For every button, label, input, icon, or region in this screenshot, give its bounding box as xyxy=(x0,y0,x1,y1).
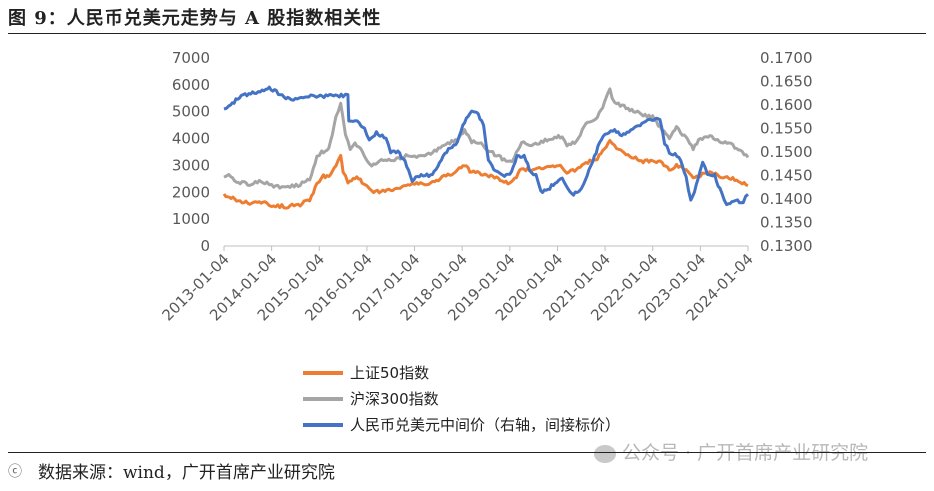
watermark: 公众号 · 广开首席产业研究院 xyxy=(594,438,868,465)
y-left-tick-label: 2000 xyxy=(172,183,210,201)
y-right-tick-label: 0.1400 xyxy=(760,190,813,208)
y-left-tick-label: 1000 xyxy=(172,210,210,228)
y-left-tick-label: 5000 xyxy=(172,103,210,121)
y-left-tick-label: 7000 xyxy=(172,49,210,67)
y-left-tick-label: 4000 xyxy=(172,130,210,148)
series-layer xyxy=(222,85,750,210)
y-right-tick-label: 0.1550 xyxy=(760,120,813,138)
y-right-tick-label: 0.1600 xyxy=(760,96,813,114)
y-right-tick-label: 0.1350 xyxy=(760,214,813,232)
y-right-tick-label: 0.1500 xyxy=(760,143,813,161)
y-right-tick-label: 0.1700 xyxy=(760,49,813,67)
wechat-icon xyxy=(594,444,616,463)
y-left-tick-label: 6000 xyxy=(172,76,210,94)
legend-label: 沪深300指数 xyxy=(350,390,439,408)
footer-divider xyxy=(8,452,926,453)
chart-title: 图 9：人民币兑美元走势与 A 股指数相关性 xyxy=(8,8,382,29)
y-left-tick-label: 0 xyxy=(200,237,210,255)
y-right-tick-label: 0.1650 xyxy=(760,73,813,91)
series-line xyxy=(223,87,750,190)
series-line xyxy=(223,85,749,207)
watermark-text: 公众号 · 广开首席产业研究院 xyxy=(622,442,869,464)
copyright-icon: ⓒ xyxy=(8,464,22,480)
series-line xyxy=(222,139,749,210)
y-right-tick-label: 0.1300 xyxy=(760,237,813,255)
title-divider xyxy=(8,33,926,34)
legend-label: 上证50指数 xyxy=(350,364,429,382)
legend-label: 人民币兑美元中间价（右轴，间接标价） xyxy=(350,416,620,434)
axes: 0 1000 2000 3000 4000 5000 6000 7000 0.1300 0.135… xyxy=(158,49,812,324)
y-right-tick-label: 0.1450 xyxy=(760,167,813,185)
source-note: 数据来源：wind，广开首席产业研究院 xyxy=(38,463,335,483)
y-left-tick-label: 3000 xyxy=(172,156,210,174)
